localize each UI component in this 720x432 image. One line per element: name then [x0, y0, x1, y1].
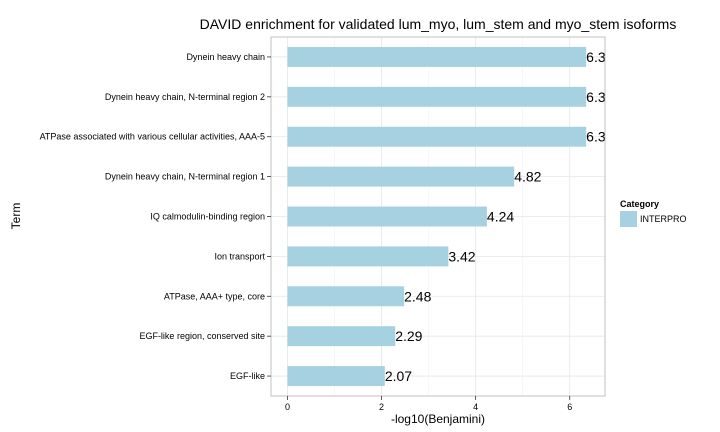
- bar: [287, 166, 515, 187]
- y-tick-label: Dynein heavy chain, N-terminal region 2: [105, 92, 265, 102]
- bar: [287, 46, 587, 67]
- data-label: 2.07: [385, 368, 412, 384]
- data-label: 3.42: [448, 248, 475, 264]
- legend-key-interpro: [620, 211, 637, 227]
- data-label: 6.3: [586, 129, 606, 145]
- data-label: 4.82: [514, 169, 541, 185]
- data-label: 2.48: [404, 288, 431, 304]
- bar: [287, 366, 385, 387]
- x-axis-title: -log10(Benjamini): [391, 412, 485, 426]
- data-label: 4.24: [487, 209, 514, 225]
- data-labels: 6.3 6.3 6.3 4.82 4.24 3.42 2.48 2.29 2.07: [385, 49, 606, 384]
- y-tick-label: Dynein heavy chain: [186, 52, 265, 62]
- data-label: 6.3: [586, 49, 606, 65]
- legend-title: Category: [620, 199, 659, 209]
- y-axis-title: Term: [9, 203, 23, 230]
- x-axis: 0 2 4 6: [285, 396, 572, 412]
- bars: [287, 46, 587, 387]
- bar: [287, 286, 405, 307]
- y-tick-label: ATPase, AAA+ type, core: [164, 291, 265, 301]
- y-tick-label: Dynein heavy chain, N-terminal region 1: [105, 172, 265, 182]
- x-tick-label: 2: [379, 402, 384, 412]
- legend-label-interpro: INTERPRO: [640, 214, 687, 224]
- x-tick-label: 6: [567, 402, 572, 412]
- chart-title: DAVID enrichment for validated lum_myo, …: [200, 16, 677, 32]
- data-label: 2.29: [395, 328, 422, 344]
- bar: [287, 86, 587, 107]
- bar: [287, 246, 449, 267]
- bar: [287, 206, 487, 227]
- bar: [287, 126, 587, 147]
- bar: [287, 326, 396, 347]
- legend: Category INTERPRO: [620, 199, 687, 227]
- y-tick-label: IQ calmodulin-binding region: [150, 212, 265, 222]
- y-tick-label: Ion transport: [214, 251, 265, 261]
- y-tick-label: EGF-like region, conserved site: [139, 331, 265, 341]
- y-tick-label: ATPase associated with various cellular …: [40, 132, 265, 142]
- y-tick-label: EGF-like: [230, 371, 265, 381]
- x-tick-label: 0: [285, 402, 290, 412]
- y-axis: Dynein heavy chain Dynein heavy chain, N-…: [40, 52, 271, 381]
- x-tick-label: 4: [473, 402, 478, 412]
- data-label: 6.3: [586, 89, 606, 105]
